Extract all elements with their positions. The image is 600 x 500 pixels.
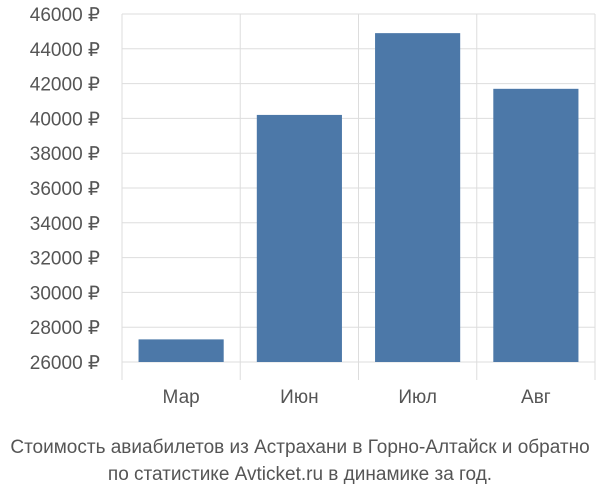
bar <box>375 33 461 362</box>
x-category-label: Авг <box>521 387 551 408</box>
x-category-label: Июн <box>280 387 318 408</box>
y-tick-label: 28000 ₽ <box>30 318 100 339</box>
y-tick-label: 46000 ₽ <box>30 5 100 26</box>
y-tick-label: 36000 ₽ <box>30 179 100 200</box>
y-tick-label: 40000 ₽ <box>30 109 100 130</box>
chart-caption-line-2: по статистике Avticket.ru в динамике за … <box>107 464 493 485</box>
bar <box>138 339 224 362</box>
bar-chart: 26000 ₽ 28000 ₽ 30000 ₽ 32000 ₽ 34000 ₽ 36000… <box>30 5 596 408</box>
y-tick-label: 26000 ₽ <box>30 353 100 374</box>
gridlines <box>121 13 596 380</box>
x-category-label: Мар <box>163 387 200 408</box>
bars <box>138 33 579 362</box>
chart-caption-line-1: Стоимость авиабилетов из Астрахани в Гор… <box>10 437 590 458</box>
x-category-label: Июл <box>398 387 437 408</box>
y-tick-label: 42000 ₽ <box>30 75 100 96</box>
y-tick-label: 34000 ₽ <box>30 214 100 235</box>
bar <box>256 114 342 362</box>
y-tick-label: 38000 ₽ <box>30 144 100 165</box>
x-axis-categories: Мар Июн Июл Авг <box>163 387 551 408</box>
y-tick-label: 30000 ₽ <box>30 283 100 304</box>
bar <box>493 88 579 362</box>
y-tick-label: 44000 ₽ <box>30 40 100 61</box>
y-axis-ticks: 26000 ₽ 28000 ₽ 30000 ₽ 32000 ₽ 34000 ₽ 36000… <box>30 5 100 374</box>
y-tick-label: 32000 ₽ <box>30 249 100 270</box>
